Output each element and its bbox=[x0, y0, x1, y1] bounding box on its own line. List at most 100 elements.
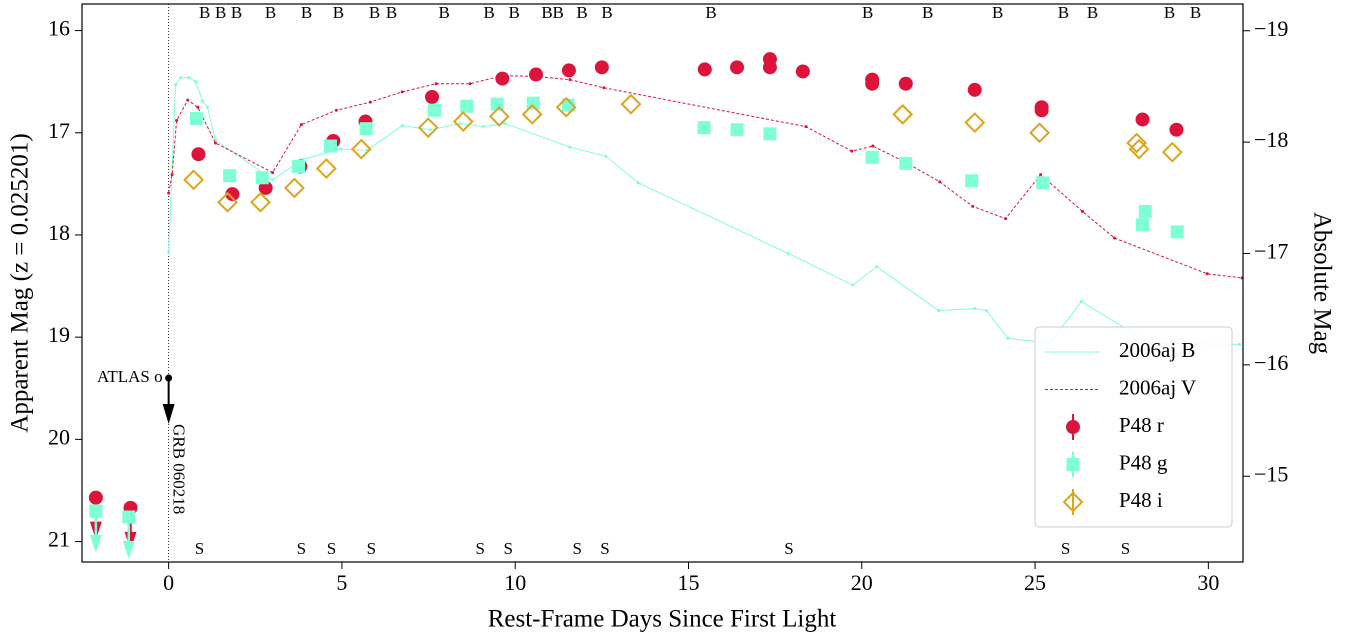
data-point bbox=[730, 123, 744, 137]
model-line bbox=[168, 77, 1240, 345]
data-point bbox=[191, 147, 206, 162]
epoch-marker: B bbox=[199, 3, 210, 22]
data-point bbox=[1128, 138, 1150, 160]
epoch-marker: B bbox=[541, 3, 552, 22]
epoch-marker: B bbox=[231, 3, 242, 22]
model-dot bbox=[871, 144, 875, 148]
data-point bbox=[427, 103, 441, 117]
model-dot bbox=[938, 180, 942, 184]
data-point bbox=[258, 180, 273, 195]
model-line bbox=[168, 75, 1243, 279]
data-point bbox=[223, 169, 237, 183]
x-tick-label: 15 bbox=[677, 570, 699, 595]
data-point bbox=[762, 60, 777, 75]
y-tick-label: 18 bbox=[48, 220, 70, 245]
data-point bbox=[730, 60, 745, 75]
epoch-marker: B bbox=[438, 3, 449, 22]
data-point bbox=[965, 174, 979, 188]
x-tick-label: 30 bbox=[1197, 570, 1219, 595]
data-point bbox=[225, 187, 240, 202]
legend-marker bbox=[1066, 420, 1080, 434]
model-dot bbox=[481, 125, 485, 129]
y-tick-label: 17 bbox=[48, 118, 70, 143]
data-point bbox=[460, 99, 474, 113]
limit-arrowhead bbox=[124, 531, 137, 550]
data-point bbox=[795, 64, 810, 79]
grb-label: GRB 060218 bbox=[170, 424, 189, 514]
data-point bbox=[217, 191, 238, 213]
model-dot bbox=[167, 250, 171, 254]
legend-label: P48 r bbox=[1119, 413, 1164, 437]
x-tick-label: 20 bbox=[851, 570, 873, 595]
data-point bbox=[561, 98, 575, 112]
data-point bbox=[495, 71, 510, 86]
model-dot bbox=[458, 122, 462, 126]
data-point bbox=[892, 103, 914, 125]
legend-marker bbox=[1066, 458, 1080, 471]
x-axis-label: Rest-Frame Days Since First Light bbox=[488, 606, 837, 633]
model-dot bbox=[196, 105, 200, 109]
y2-tick-label: −17 bbox=[1254, 239, 1288, 264]
epoch-marker: S bbox=[600, 539, 609, 558]
model-dot bbox=[201, 99, 205, 103]
epoch-marker: B bbox=[1058, 3, 1069, 22]
model-dot bbox=[400, 124, 404, 128]
model-dot bbox=[1006, 336, 1010, 340]
data-point bbox=[898, 76, 913, 91]
model-dot bbox=[1205, 272, 1209, 276]
data-point bbox=[521, 103, 543, 125]
data-point bbox=[250, 191, 271, 213]
data-point bbox=[417, 117, 439, 139]
data-point bbox=[1034, 103, 1049, 118]
x-tick-label: 5 bbox=[336, 570, 347, 595]
epoch-marker: B bbox=[1190, 3, 1201, 22]
model-dot bbox=[179, 76, 183, 80]
legend-label: 2006aj B bbox=[1119, 338, 1195, 362]
data-point bbox=[1138, 204, 1152, 218]
data-point bbox=[183, 169, 205, 191]
model-dot bbox=[786, 251, 790, 255]
epoch-marker: B bbox=[601, 3, 612, 22]
model-dot bbox=[334, 108, 338, 112]
model-dot bbox=[971, 204, 975, 208]
model-dot bbox=[851, 283, 855, 287]
data-point bbox=[189, 111, 203, 125]
data-point bbox=[359, 122, 373, 136]
plot-frame bbox=[81, 3, 1244, 563]
legend-marker bbox=[1062, 491, 1084, 513]
model-dot bbox=[804, 125, 808, 129]
model-dot bbox=[428, 128, 432, 132]
data-point bbox=[620, 93, 642, 115]
epoch-marker: B bbox=[992, 3, 1003, 22]
data-point bbox=[284, 177, 305, 199]
data-point bbox=[1036, 176, 1050, 190]
model-dot bbox=[850, 149, 854, 153]
data-point bbox=[1126, 132, 1148, 154]
data-point bbox=[122, 510, 136, 524]
y2-tick-label: −15 bbox=[1254, 461, 1288, 486]
data-point bbox=[555, 96, 577, 118]
epoch-marker: B bbox=[369, 3, 380, 22]
model-dot bbox=[170, 173, 174, 177]
limit-arrowhead bbox=[89, 534, 102, 553]
model-dot bbox=[299, 123, 303, 127]
epoch-marker: B bbox=[265, 3, 276, 22]
model-dot bbox=[1039, 173, 1043, 177]
data-point bbox=[1169, 122, 1184, 137]
y2-tick-label: −16 bbox=[1254, 350, 1288, 375]
epoch-marker: S bbox=[327, 539, 336, 558]
model-dot bbox=[602, 86, 606, 90]
epoch-marker: B bbox=[215, 3, 226, 22]
x-tick-label: 25 bbox=[1024, 570, 1046, 595]
data-point bbox=[967, 82, 982, 97]
epoch-marker: B bbox=[333, 3, 344, 22]
data-point bbox=[315, 158, 337, 179]
atlas-label: ATLAS o bbox=[97, 367, 163, 386]
data-point bbox=[1161, 141, 1183, 163]
model-dot bbox=[271, 171, 275, 175]
model-dot bbox=[985, 309, 989, 313]
epoch-marker: B bbox=[508, 3, 519, 22]
model-dot bbox=[1004, 217, 1008, 221]
model-dot bbox=[175, 119, 179, 123]
